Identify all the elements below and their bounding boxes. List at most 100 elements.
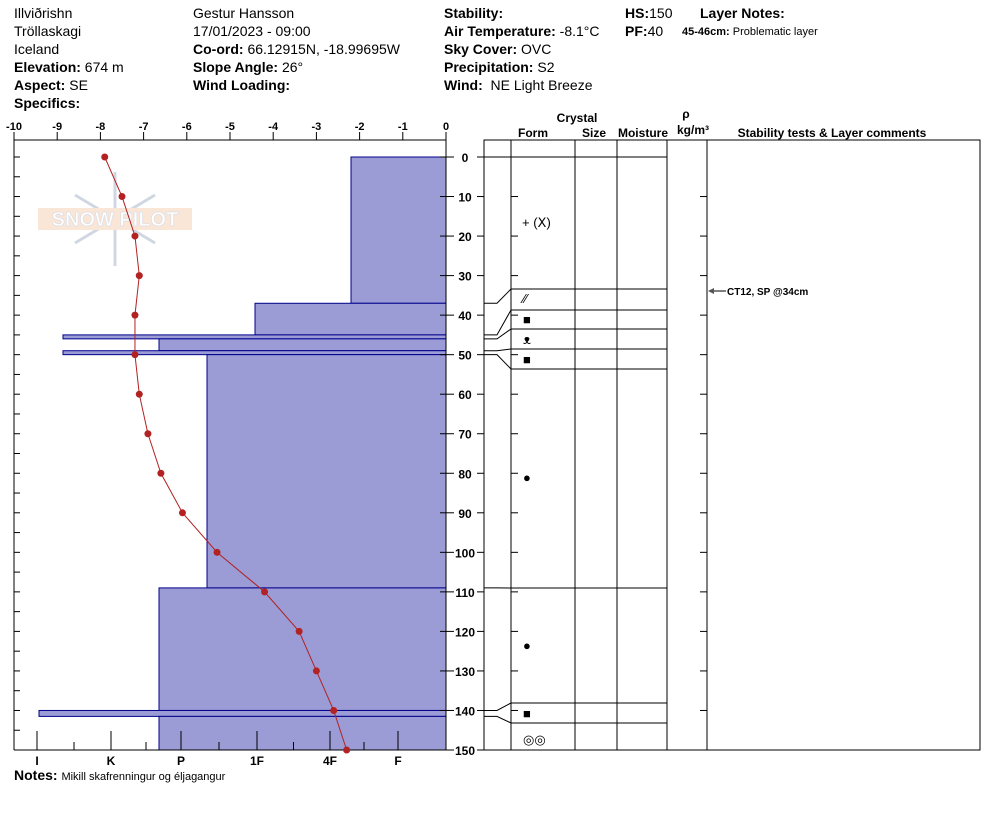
temperature-line [104,156,348,751]
crystal-form-symbol: ■ [523,352,531,367]
temperature-tick-label: -5 [225,121,235,133]
layer-note-text: Problematic layer [732,26,818,38]
aspect: Aspect: SE [14,76,88,94]
stability-label: Stability: [444,5,504,21]
location-region: Tröllaskagi [14,23,82,39]
layer-connector [484,702,512,711]
temperature-point [213,548,221,556]
aspect-value: SE [69,77,88,93]
air-temp-label: Air Temperature: [444,23,556,39]
depth-tick-label: 0 [462,151,469,165]
temperature-point [343,746,351,754]
hardness-bar [158,587,447,711]
temperature-tick-label: -8 [96,121,106,133]
precip-label: Precipitation: [444,59,534,75]
layer-connector [484,288,512,304]
header-moisture: Moisture [618,126,668,140]
elevation: Elevation: 674 m [14,58,124,76]
temperature-point [330,706,338,714]
wind-loading-label: Wind Loading: [193,77,291,93]
hs-label: HS: [625,5,650,21]
crystal-form-symbol: ● [523,638,531,653]
depth-tick-label: 100 [455,546,475,560]
precipitation: Precipitation: S2 [444,58,554,76]
slope-label: Slope Angle: [193,59,279,75]
temperature-tick-label: -10 [6,121,22,133]
layer-connector [484,348,512,352]
hs-value: 150 [649,5,673,21]
layer-connector [484,354,512,370]
layer-table-border [483,139,981,751]
hardness-tick-label: 4F [323,754,337,768]
arrow-head-icon [708,288,714,294]
depth-tick-label: 20 [458,230,472,244]
stability: Stability: [444,4,503,22]
wind: Wind: NE Light Breeze [444,76,592,94]
temperature-point [131,351,139,359]
layer-connector [484,715,512,724]
elevation-label: Elevation: [14,59,81,75]
crystal-form-symbol: ■ [523,706,531,721]
depth-tick-label: 50 [458,349,472,363]
temperature-point [157,469,165,477]
notes: Notes: Mikill skafrenningur og éljagangu… [14,766,225,786]
hardness-bar [254,302,447,336]
specifics: Specifics: [14,94,80,112]
pf-label: PF: [625,23,648,39]
notes-text: Mikill skafrenningur og éljagangur [61,771,226,783]
depth-tick-label: 10 [458,191,472,205]
temperature-tick-label: -9 [52,121,62,133]
hardness-tick-label: F [394,754,401,768]
crystal-form-symbol: ■ [523,312,531,327]
depth-tick-label: 60 [458,388,472,402]
pf-value: 40 [647,23,664,39]
temperature-point [101,153,109,161]
crystal-form-symbol: ⁄⁄ [520,291,529,306]
depth-tick-label: 30 [458,270,472,284]
pf: PF:40 [625,22,663,40]
precip-value: S2 [537,59,555,75]
wind-label: Wind: [444,77,483,93]
layer-notes: Layer Notes: [700,4,785,22]
crystal-form-symbol: ᴥ [523,332,531,347]
depth-tick-label: 40 [458,309,472,323]
header-density-unit: kg/m³ [677,123,709,137]
hardness-bar [206,354,447,589]
depth-tick-label: 110 [455,586,475,600]
depth-tick-label: 130 [455,665,475,679]
depth-tick-label: 120 [455,625,475,639]
datetime: 17/01/2023 - 09:00 [193,23,311,39]
hardness-tick-label: P [177,754,185,768]
aspect-label: Aspect: [14,77,66,93]
crystal-form-symbol: ◎◎ [523,732,546,747]
air-temp-value: -8.1°C [559,23,600,39]
wind-loading: Wind Loading: [193,76,290,94]
specifics-label: Specifics: [14,95,81,111]
header-form: Form [518,126,548,140]
air-temp: Air Temperature: -8.1°C [444,22,600,40]
temperature-tick-label: -7 [139,121,149,133]
temperature-point [131,311,139,319]
depth-tick-label: 80 [458,467,472,481]
temperature-point [295,627,303,635]
sky-cover: Sky Cover: OVC [444,40,551,58]
hardness-tick-label: 1F [250,754,264,768]
temperature-point [131,232,139,240]
layer-connector [484,328,512,340]
logo-text: SNOW PILOT [52,209,179,231]
depth-tick-label: 140 [455,704,475,718]
layer-notes-label: Layer Notes: [700,5,785,21]
layer-note: 45-46cm: Problematic layer [682,23,818,41]
wind-value: NE Light Breeze [490,77,593,93]
location-country: Iceland [14,41,60,57]
header-comments: Stability tests & Layer comments [738,126,927,140]
hardness-bar [62,334,447,340]
temperature-tick-label: -1 [398,121,408,133]
header-size: Size [582,126,606,140]
hardness-tick-label: K [107,754,116,768]
depth-tick-label: 150 [455,744,475,758]
logo-band [38,208,192,230]
hardness-bar [158,338,447,352]
header-rho: ρ [682,107,689,121]
